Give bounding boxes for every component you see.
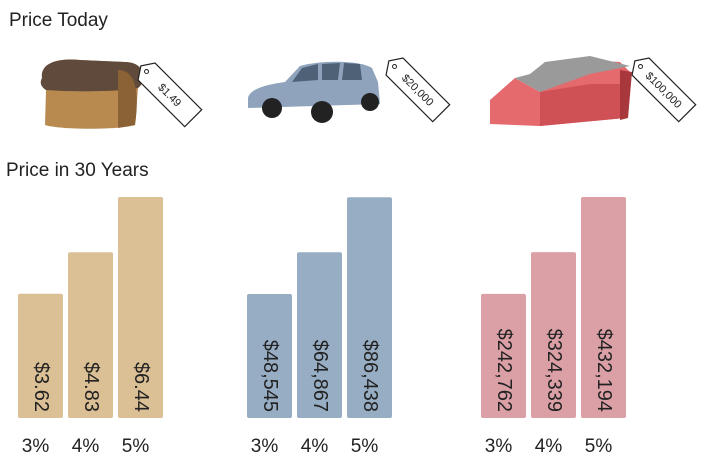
bar [247,293,292,418]
bread-illustration [40,59,144,129]
bar [118,197,163,418]
value-label: $324,339 [543,329,565,412]
x-tick-label: 5% [585,436,613,457]
heading-future: Price in 30 Years [6,160,149,181]
value-label: $3.62 [30,362,52,412]
bar [68,252,113,418]
tag-hole [144,69,150,75]
bar [297,252,342,418]
bar [481,293,526,418]
x-tick-label: 3% [251,436,279,457]
heading-today: Price Today [9,10,108,31]
house-illustration [490,56,632,126]
x-tick-label: 3% [485,436,513,457]
tag-hole [638,64,644,70]
value-label: $64,867 [309,340,331,412]
bar [531,252,576,418]
value-label: $4.83 [80,362,102,412]
value-label: $48,545 [259,340,281,412]
x-tick-label: 4% [535,436,563,457]
x-tick-label: 5% [122,436,150,457]
tag-shape [385,57,451,123]
bar [581,196,626,418]
bar [347,197,392,418]
price-tag: $100,000 [631,57,697,123]
x-tick-label: 3% [22,436,50,457]
value-label: $86,438 [359,340,381,412]
price-tag: $20,000 [385,57,451,123]
price-tag: $1.49 [137,62,203,128]
bar [18,293,63,418]
car-illustration [248,61,380,123]
value-label: $432,194 [593,329,615,412]
tag-shape [137,62,203,128]
tag-shape [631,57,697,123]
tag-hole [392,64,398,70]
x-tick-label: 5% [351,436,379,457]
value-label: $242,762 [493,329,515,412]
value-label: $6.44 [130,362,152,412]
x-tick-label: 4% [301,436,329,457]
x-tick-label: 4% [72,436,100,457]
